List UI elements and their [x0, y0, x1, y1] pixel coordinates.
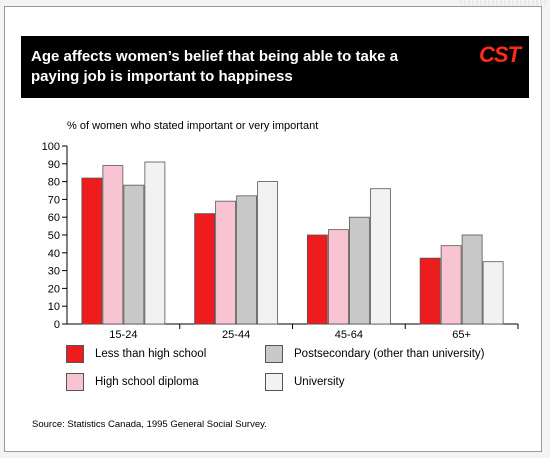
- x-tick-label: 45-64: [335, 329, 363, 341]
- bar: [419, 257, 441, 325]
- bar: [440, 245, 462, 325]
- y-tick-label: 90: [48, 159, 60, 171]
- bar: [102, 165, 124, 325]
- legend-swatch: [265, 345, 283, 363]
- y-tick-label: 80: [48, 177, 60, 189]
- x-tick-label: 25-44: [222, 329, 250, 341]
- chart-title: Age affects women’s belief that being ab…: [31, 48, 399, 85]
- bar: [257, 181, 279, 325]
- legend-swatch: [66, 373, 84, 391]
- x-tick-label: 65+: [452, 329, 471, 341]
- bar: [81, 177, 103, 325]
- legend-label: University: [294, 376, 345, 388]
- legend: Less than high school High school diploma…: [66, 344, 526, 394]
- bar: [144, 161, 166, 325]
- y-axis-label: % of women who stated important or very …: [67, 120, 319, 132]
- bar: [194, 213, 216, 325]
- title-bar: Age affects women’s belief that being ab…: [21, 36, 529, 98]
- bar: [215, 200, 237, 325]
- y-tick-label: 10: [48, 301, 60, 313]
- y-tick-label: 100: [42, 141, 60, 153]
- y-tick-label: 0: [54, 319, 60, 331]
- bar: [482, 261, 504, 325]
- bar: [327, 229, 349, 325]
- y-tick-label: 70: [48, 194, 60, 206]
- legend-item: High school diploma: [66, 372, 199, 392]
- legend-label: Postsecondary (other than university): [294, 348, 485, 360]
- y-tick-label: 60: [48, 212, 60, 224]
- legend-label: High school diploma: [95, 376, 199, 388]
- bar: [123, 184, 145, 325]
- bar: [306, 234, 328, 325]
- x-tick-label: 15-24: [109, 329, 137, 341]
- legend-label: Less than high school: [95, 348, 207, 360]
- legend-item: Postsecondary (other than university): [265, 344, 484, 364]
- y-tick-label: 30: [48, 266, 60, 278]
- bar: [348, 216, 370, 325]
- legend-item: University: [265, 372, 344, 392]
- bar: [236, 195, 258, 325]
- legend-swatch: [66, 345, 84, 363]
- legend-swatch: [265, 373, 283, 391]
- cst-logo: CST: [479, 42, 521, 67]
- y-tick-label: 40: [48, 248, 60, 260]
- legend-item: Less than high school: [66, 344, 206, 364]
- bar: [369, 188, 391, 325]
- y-tick-label: 50: [48, 230, 60, 242]
- source-note: Source: Statistics Canada, 1995 General …: [32, 419, 267, 430]
- bar: [461, 234, 483, 325]
- y-tick-label: 20: [48, 283, 60, 295]
